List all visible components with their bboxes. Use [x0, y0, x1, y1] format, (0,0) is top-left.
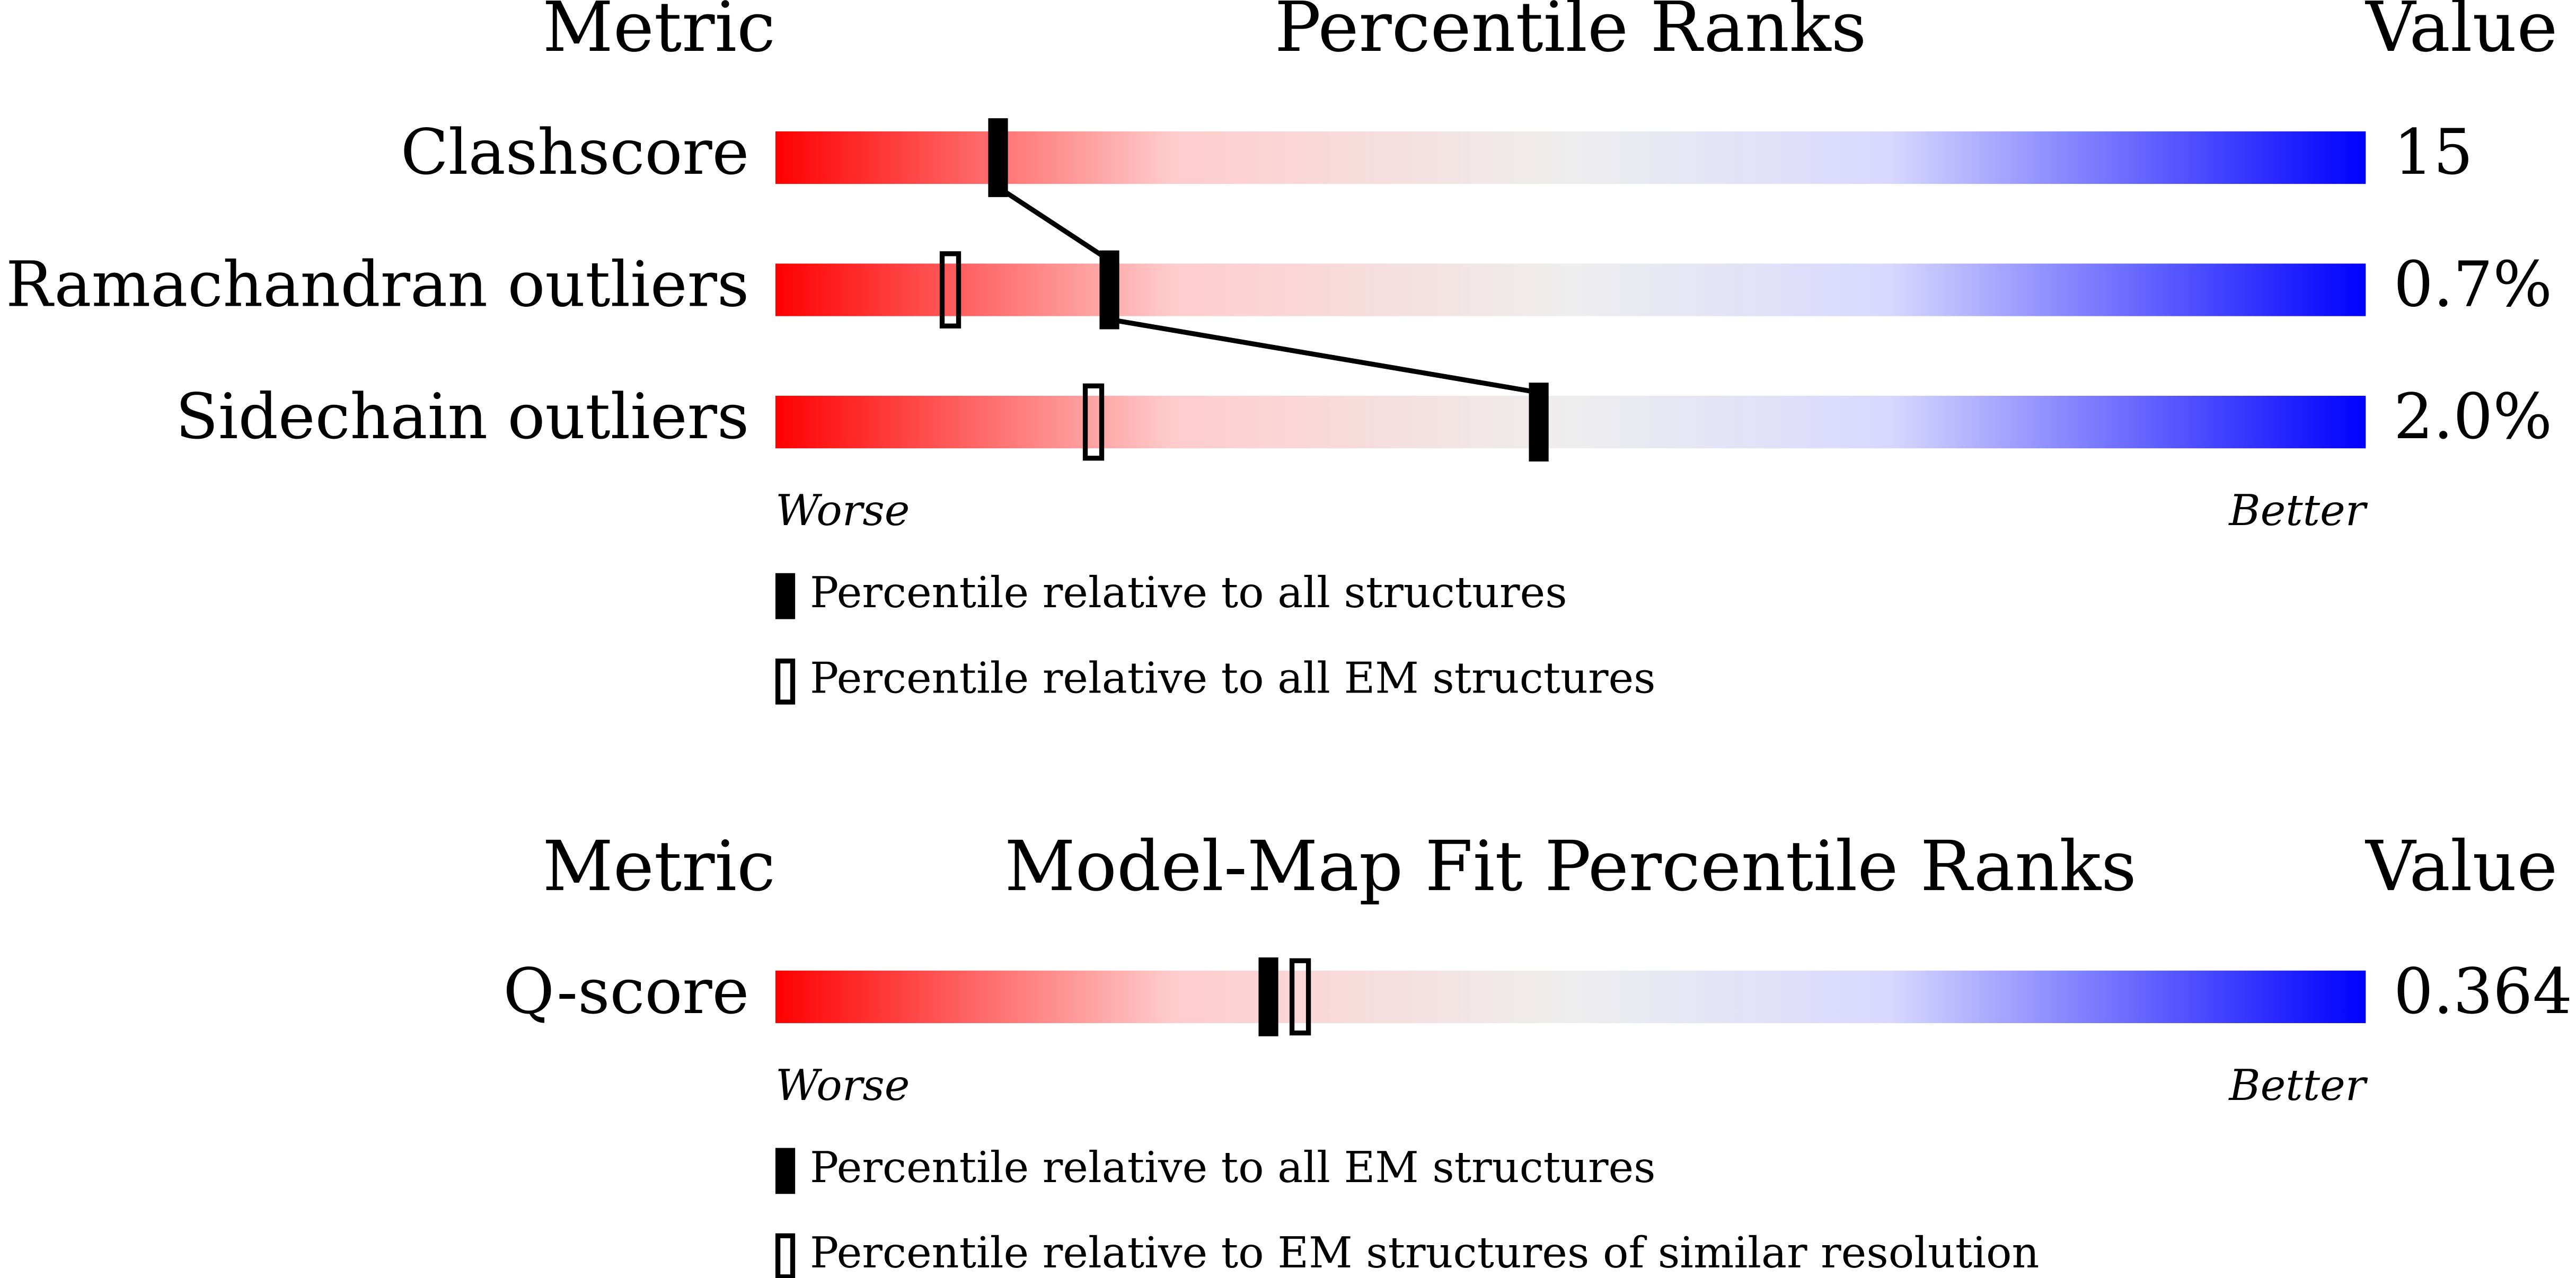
metric-label: Q-score — [503, 955, 749, 1028]
marker-open — [939, 251, 961, 329]
percentile-bar — [775, 263, 2366, 316]
header-metric: Metric — [543, 0, 775, 67]
marker-filled — [1099, 250, 1119, 330]
percentile-bar — [775, 970, 2366, 1023]
header-title: Model-Map Fit Percentile Ranks — [1004, 826, 2137, 907]
legend-icon-filled — [775, 573, 796, 619]
metric-label: Clashscore — [401, 116, 749, 189]
header-title: Percentile Ranks — [1275, 0, 1867, 67]
legend-icon-filled — [775, 1148, 796, 1194]
marker-filled — [988, 118, 1008, 197]
value-label: 0.364 — [2394, 955, 2572, 1028]
value-label: 2.0% — [2394, 380, 2552, 453]
marker-filled — [1258, 957, 1278, 1036]
legend-label: Percentile relative to all EM structures — [810, 1143, 1655, 1193]
legend-icon-open — [775, 658, 796, 705]
percentile-bar — [775, 395, 2366, 449]
legend-label: Percentile relative to all structures — [810, 568, 1567, 618]
header-value: Value — [2365, 0, 2557, 67]
axis-label-worse: Worse — [775, 1061, 910, 1111]
legend-label: Percentile relative to EM structures of … — [810, 1228, 2039, 1278]
value-label: 15 — [2394, 116, 2473, 189]
header-metric: Metric — [543, 826, 775, 907]
marker-open — [1289, 958, 1311, 1036]
connector — [1109, 317, 1539, 395]
axis-label-better: Better — [2228, 1061, 2368, 1111]
metric-label: Sidechain outliers — [175, 380, 749, 453]
marker-open — [1082, 383, 1105, 461]
marker-filled — [1529, 383, 1549, 462]
axis-label-worse: Worse — [775, 486, 910, 536]
percentile-bar — [775, 131, 2366, 184]
legend-icon-open — [775, 1233, 796, 1278]
connector — [996, 185, 1111, 263]
axis-label-better: Better — [2228, 486, 2368, 536]
legend-label: Percentile relative to all EM structures — [810, 653, 1655, 703]
value-label: 0.7% — [2394, 248, 2552, 321]
header-value: Value — [2365, 826, 2557, 907]
metric-label: Ramachandran outliers — [6, 248, 749, 321]
